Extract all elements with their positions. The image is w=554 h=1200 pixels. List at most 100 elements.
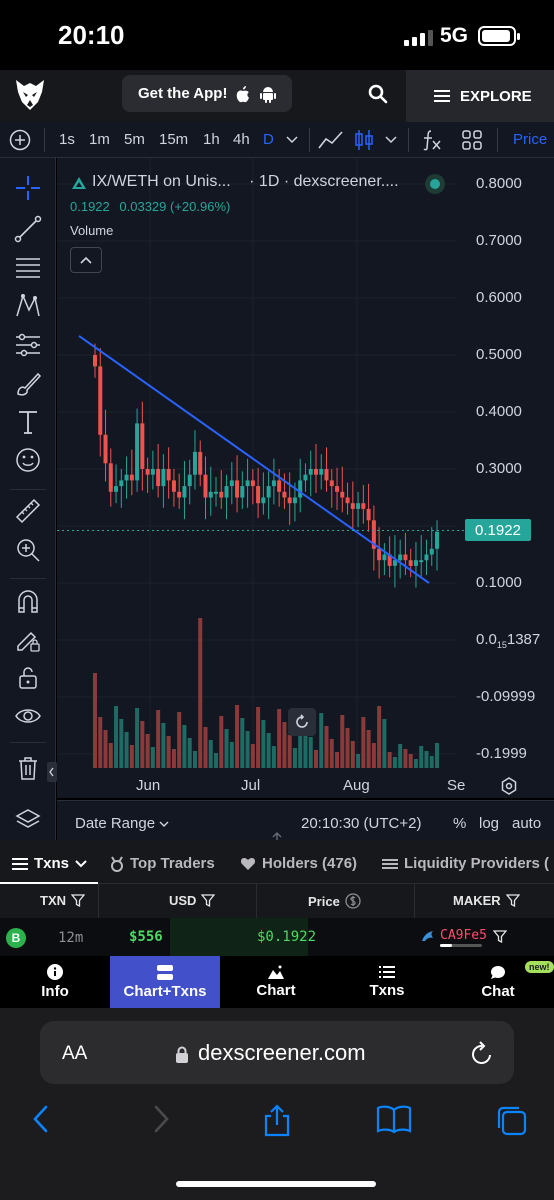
lock-drawings-icon[interactable]: [14, 664, 42, 692]
pattern-icon[interactable]: [14, 292, 42, 320]
battery-icon: [478, 26, 520, 46]
get-app-button[interactable]: Get the App!: [122, 75, 292, 112]
tab-top-traders[interactable]: Top Traders: [110, 855, 215, 872]
nav-info[interactable]: Info: [0, 956, 110, 1008]
interval-d[interactable]: D: [263, 131, 274, 148]
hide-drawings-icon[interactable]: [14, 702, 42, 730]
volume-bar: [429, 756, 434, 768]
filter-icon[interactable]: [493, 930, 507, 943]
network-type: 5G: [440, 24, 469, 47]
volume-bar: [250, 744, 255, 768]
heart-icon: [240, 857, 256, 870]
trend-line-icon[interactable]: [14, 215, 42, 243]
auto-scale-toggle[interactable]: auto: [512, 815, 542, 832]
medal-icon: [111, 855, 123, 872]
nav-chat[interactable]: Chat: [443, 956, 553, 1008]
back-icon[interactable]: [30, 1104, 52, 1134]
candles: [93, 343, 439, 588]
candle-body: [182, 486, 187, 498]
volume-bar: [140, 721, 145, 768]
reset-chart-button[interactable]: [288, 708, 316, 736]
tab-liquidity-providers[interactable]: Liquidity Providers (: [382, 855, 549, 872]
column-usd[interactable]: USD: [169, 893, 216, 908]
volume-bar: [114, 706, 119, 768]
column-txn[interactable]: TXN: [40, 893, 85, 908]
add-symbol-icon[interactable]: [9, 129, 31, 151]
stay-in-drawing-icon[interactable]: [14, 626, 42, 654]
layout-grid-icon[interactable]: [462, 130, 482, 150]
dexscreener-logo-icon[interactable]: [14, 78, 46, 112]
volume-bar: [387, 752, 392, 768]
search-icon[interactable]: [366, 82, 390, 106]
fib-retracement-icon[interactable]: [14, 254, 42, 282]
info-icon: [47, 964, 63, 980]
text-tool-icon[interactable]: [14, 408, 42, 436]
column-maker[interactable]: MAKER: [453, 893, 520, 908]
reload-icon[interactable]: [470, 1040, 494, 1066]
interval-1s[interactable]: 1s: [59, 131, 75, 148]
candles-icon[interactable]: [353, 128, 375, 152]
y-tick-subscript: 15: [496, 640, 507, 650]
collapse-legend-button[interactable]: [70, 247, 102, 273]
interval-1m[interactable]: 1m: [89, 131, 110, 148]
collapse-toolbar-icon[interactable]: [47, 762, 57, 782]
interval-15m[interactable]: 15m: [159, 131, 189, 148]
candle-body: [387, 554, 392, 566]
maker-address[interactable]: CA9Fe5: [440, 928, 487, 943]
log-scale-toggle[interactable]: log: [479, 815, 500, 832]
y-tick-label: 0.4000: [476, 403, 522, 420]
chevron-down-icon[interactable]: [385, 136, 397, 144]
url-text[interactable]: dexscreener.com: [198, 1040, 366, 1065]
trash-icon[interactable]: [14, 754, 42, 782]
volume-bar: [145, 734, 150, 768]
chart-settings-icon[interactable]: [500, 777, 518, 795]
percent-scale-toggle[interactable]: %: [453, 815, 467, 832]
bookmarks-icon[interactable]: [376, 1104, 412, 1134]
volume-bar: [93, 673, 97, 768]
explore-button[interactable]: EXPLORE: [406, 70, 554, 122]
forecasting-icon[interactable]: [14, 331, 42, 359]
currency-toggle-icon: [345, 893, 361, 909]
emoji-icon[interactable]: [14, 446, 42, 474]
magnet-icon[interactable]: [14, 588, 42, 616]
volume-bar: [298, 711, 303, 768]
nav-chart[interactable]: Chart: [221, 956, 331, 1008]
address-bar[interactable]: [40, 1021, 514, 1084]
nav-chart-txns[interactable]: Chart+Txns: [110, 956, 220, 1008]
volume-bar: [135, 708, 140, 768]
tab-txns[interactable]: Txns: [12, 855, 87, 872]
nav-txns[interactable]: Txns: [332, 956, 442, 1008]
price-scale-toggle[interactable]: Price: [513, 131, 548, 148]
tab-holders[interactable]: Holders (476): [240, 855, 357, 872]
indicators-fx-icon[interactable]: [421, 128, 443, 152]
volume-bar: [398, 744, 403, 768]
crosshair-icon[interactable]: [14, 174, 42, 202]
brush-icon[interactable]: [14, 370, 42, 398]
nav-label: Chart+Txns: [123, 982, 207, 1000]
tabs-icon[interactable]: [495, 1104, 529, 1138]
y-tick-label: 0.3000: [476, 460, 522, 477]
volume-bar: [171, 749, 176, 768]
volume-bar: [150, 747, 155, 768]
reader-options-button[interactable]: AA: [62, 1043, 88, 1064]
nav-label: Chat: [481, 982, 515, 1000]
column-divider: [98, 884, 99, 918]
forward-icon[interactable]: [150, 1104, 172, 1134]
layers-icon[interactable]: [14, 806, 42, 834]
interval-1h[interactable]: 1h: [203, 131, 220, 148]
zoom-in-icon[interactable]: [14, 536, 42, 564]
share-icon[interactable]: [260, 1104, 294, 1138]
chevron-down-icon[interactable]: [286, 136, 298, 144]
interval-4h[interactable]: 4h: [233, 131, 250, 148]
interval-5m[interactable]: 5m: [124, 131, 145, 148]
candlestick-chart[interactable]: [57, 158, 554, 798]
volume-bar: [371, 743, 376, 768]
ruler-icon[interactable]: [14, 497, 42, 525]
toolbar-divider: [309, 128, 310, 152]
mountain-chart-icon: [268, 965, 284, 979]
line-chart-type-icon[interactable]: [318, 129, 344, 151]
candle-body: [287, 497, 292, 504]
date-range-button[interactable]: Date Range: [75, 815, 169, 832]
column-price[interactable]: Price: [308, 893, 361, 909]
volume-bar: [361, 717, 366, 768]
